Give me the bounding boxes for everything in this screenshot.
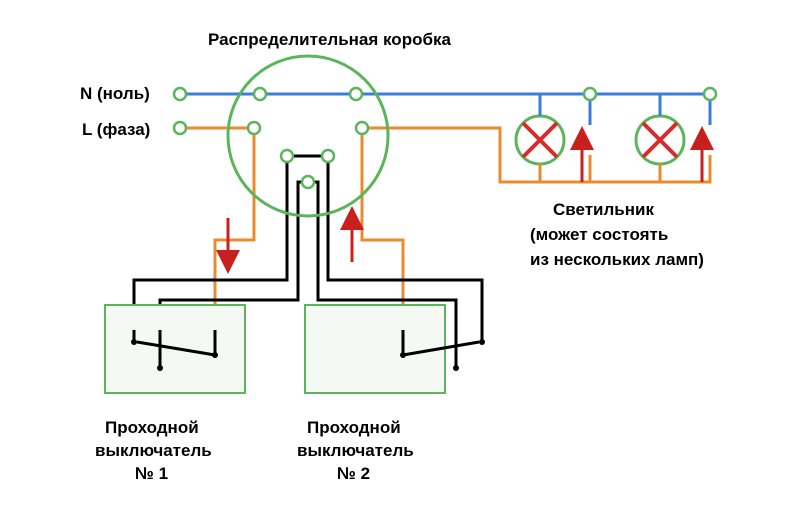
sw1-l1: Проходной <box>105 418 199 438</box>
title-label: Распределительная коробка <box>208 30 451 50</box>
sw2-l2: выключатель <box>297 441 414 461</box>
lamp-2 <box>636 94 684 182</box>
neutral-label: N (ноль) <box>80 84 150 104</box>
junction-box <box>228 56 388 216</box>
switch-1 <box>105 305 245 393</box>
switch-2 <box>305 305 485 393</box>
sw1-l3: № 1 <box>135 464 168 484</box>
wiring-diagram: Распределительная коробка N (ноль) L (фа… <box>0 0 800 517</box>
line-label: L (фаза) <box>82 120 150 140</box>
lamp-1 <box>516 94 564 182</box>
lamp-sub2: из нескольких ламп) <box>530 250 704 270</box>
lamp-sub1: (может состоять <box>530 225 668 245</box>
lamp-title: Светильник <box>553 200 654 220</box>
sw2-l1: Проходной <box>307 418 401 438</box>
sw2-l3: № 2 <box>337 464 370 484</box>
sw1-l2: выключатель <box>95 441 212 461</box>
